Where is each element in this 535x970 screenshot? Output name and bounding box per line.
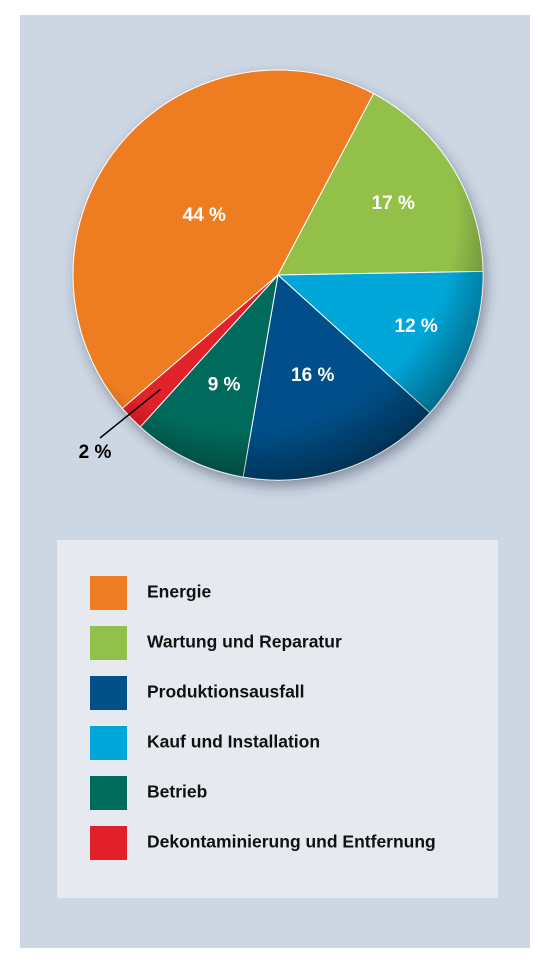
value-label: 17 % xyxy=(372,193,415,214)
legend-label: Wartung und Reparatur xyxy=(147,632,342,652)
leader-line xyxy=(99,388,161,439)
legend-swatch xyxy=(90,626,127,660)
value-label: 16 % xyxy=(291,365,334,386)
legend-swatch xyxy=(90,826,127,860)
legend: Energie Wartung und Reparatur Produktionsa… xyxy=(90,576,436,860)
legend-box xyxy=(57,540,498,898)
pie xyxy=(72,69,484,481)
labels: 44 % 17 % 12 % 16 % 9 % 2 % xyxy=(79,193,438,463)
legend-swatch xyxy=(90,676,127,710)
legend-label: Energie xyxy=(147,582,211,602)
legend-label: Kauf und Installation xyxy=(147,732,320,752)
value-label: 2 % xyxy=(79,442,112,463)
legend-label: Dekontaminierung und Entfernung xyxy=(147,832,436,852)
pie-shading xyxy=(73,70,483,480)
legend-swatch xyxy=(90,726,127,760)
legend-swatch xyxy=(90,776,127,810)
legend-label: Betrieb xyxy=(147,782,207,802)
legend-label: Produktionsausfall xyxy=(147,682,305,702)
value-label: 44 % xyxy=(183,205,226,226)
value-label: 12 % xyxy=(395,316,438,337)
value-label: 9 % xyxy=(208,375,241,396)
legend-swatch xyxy=(90,576,127,610)
